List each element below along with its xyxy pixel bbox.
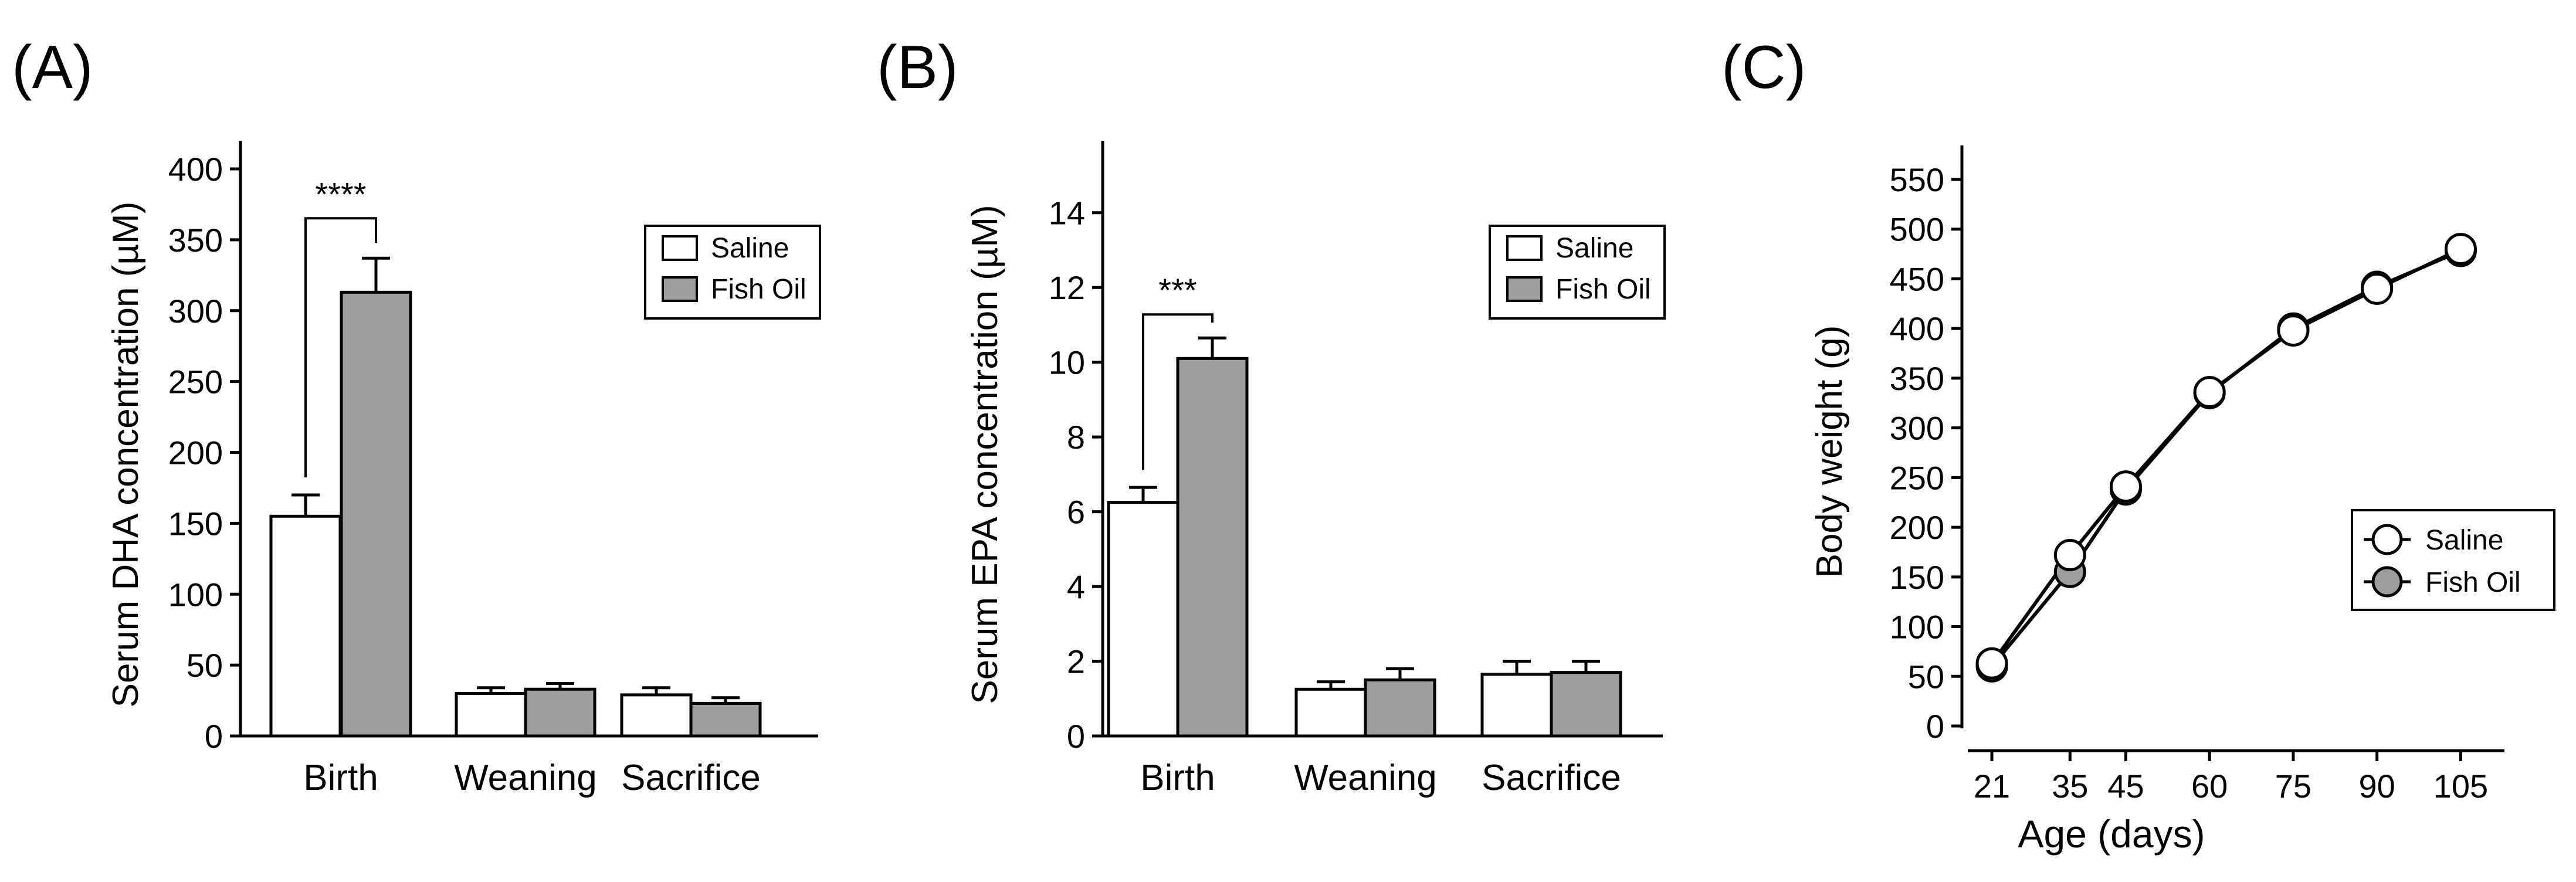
panel-a-significance-label: **** (315, 175, 366, 212)
panel-c-x-axis-label: Age (days) (2018, 812, 2205, 856)
panel-b-bar-fish-oil (1176, 357, 1249, 738)
panel-a-y-tick-label: 0 (205, 718, 223, 755)
panel-c-y-tick-label: 150 (1890, 559, 1944, 596)
panel-c-x-tick-label: 90 (2359, 768, 2395, 805)
panel-b-y-tick-label: 12 (1049, 269, 1085, 306)
panel-b-legend-label: Saline (1555, 233, 1633, 264)
panel-b-y-tick-label: 10 (1049, 344, 1085, 381)
panel-c-legend-marker-fish-oil (2371, 566, 2403, 598)
panel-c-y-tick-label: 400 (1890, 310, 1944, 347)
panel-b-legend-swatch-saline (1506, 235, 1543, 261)
panel-c-y-tick-label: 550 (1890, 161, 1944, 198)
panel-c-y-tick-label: 450 (1890, 260, 1944, 297)
panel-c-y-tick-label: 500 (1890, 211, 1944, 248)
panel-a-significance-bracket (304, 217, 377, 478)
panel-b-y-tick-label: 2 (1067, 643, 1085, 680)
panel-c-x-tick-label: 45 (2107, 768, 2144, 805)
panel-c-x-tick-label: 60 (2191, 768, 2228, 805)
panel-a-legend-label: Saline (711, 233, 789, 264)
panel-b-y-tick-label: 4 (1067, 568, 1085, 605)
panel-a-legend-swatch-saline (662, 235, 698, 261)
panel-a-bar-saline (455, 691, 527, 738)
panel-a: (A) Serum DHA concentration (µM) 0 50 100 1… (12, 33, 821, 798)
panel-c-y-axis-label: Body weight (g) (1809, 325, 1850, 578)
panel-a-y-axis-label: Serum DHA concentration (µM) (106, 202, 146, 708)
panel-a-y-tick-label: 250 (168, 364, 223, 401)
panel-c-point-saline (2277, 314, 2310, 347)
panel-c-point-saline (2193, 376, 2226, 409)
panel-b-bar-saline (1294, 687, 1367, 738)
panel-c-point-saline (2109, 470, 2142, 503)
panel-c-point-saline (2053, 539, 2086, 572)
panel-a-bar-fish-oil (689, 701, 762, 738)
panel-b-bar-saline (1480, 673, 1553, 738)
panel-a-y-tick-label: 300 (168, 293, 223, 330)
panel-a-category-label: Sacrifice (621, 758, 761, 798)
panel-a-bar-saline (269, 514, 342, 738)
panel-a-label: (A) (12, 33, 93, 101)
panel-b-bar-saline (1107, 501, 1179, 738)
panel-a-legend-label: Fish Oil (711, 274, 806, 305)
panel-b-label: (B) (877, 33, 958, 101)
panel-b-significance-label: *** (1158, 272, 1197, 308)
panel-c-y-tick-label: 300 (1890, 410, 1944, 447)
panel-a-y-tick-label: 100 (168, 576, 223, 613)
panel-c-x-tick-label: 75 (2275, 768, 2311, 805)
panel-c-y-tick-label: 350 (1890, 360, 1944, 397)
panel-a-y-tick-label: 50 (187, 647, 223, 684)
panel-c-y-tick-label: 100 (1890, 609, 1944, 646)
panel-b-significance-bracket (1142, 313, 1214, 470)
panel-c-y-tick-label: 50 (1908, 658, 1944, 695)
panel-c-point-saline (1975, 647, 2008, 680)
panel-b-bar-fish-oil (1364, 678, 1436, 738)
panel-c-legend-label: Fish Oil (2425, 567, 2521, 598)
panel-b-category-label: Birth (1140, 758, 1215, 798)
panel-c-legend-marker-saline (2371, 524, 2403, 555)
panel-c-legend-label: Saline (2425, 525, 2503, 556)
panel-b-y-axis-label: Serum EPA concentration (µM) (965, 205, 1005, 704)
panel-b-category-label: Weaning (1294, 758, 1437, 798)
panel-c: (C) Body weight (g) Age (days) 0 50 100 150… (1721, 33, 2555, 856)
panel-a-y-tick-label: 350 (168, 222, 223, 259)
panel-b-bar-fish-oil (1550, 671, 1622, 738)
panel-a-y-tick-label: 200 (168, 435, 223, 471)
panel-a-y-tick-label: 150 (168, 505, 223, 542)
panel-b-legend-label: Fish Oil (1555, 274, 1651, 305)
panel-a-category-label: Birth (303, 758, 378, 798)
panel-b-y-tick-label: 0 (1067, 718, 1085, 755)
panel-c-x-tick-label: 35 (2052, 768, 2088, 805)
panel-c-y-tick-label: 250 (1890, 459, 1944, 496)
panel-b-category-label: Sacrifice (1482, 758, 1621, 798)
panel-c-y-tick-label: 0 (1926, 708, 1944, 745)
panel-b: (B) Serum EPA concentration (µM) 0 2 4 6 8 10… (877, 33, 1666, 798)
panel-a-bar-saline (620, 693, 693, 738)
panel-c-point-saline (2361, 272, 2394, 305)
panel-a-bar-fish-oil (340, 290, 412, 738)
panel-b-y-tick-label: 6 (1067, 494, 1085, 531)
panel-a-category-label: Weaning (454, 758, 597, 798)
panel-b-y-tick-label: 8 (1067, 419, 1085, 456)
panel-c-point-saline (2444, 233, 2477, 266)
panel-c-y-tick-label: 200 (1890, 509, 1944, 546)
panel-a-legend-swatch-fish-oil (662, 276, 698, 302)
panel-b-legend-swatch-fish-oil (1506, 276, 1543, 302)
panel-c-x-tick-label: 105 (2433, 768, 2488, 805)
panel-c-label: (C) (1721, 33, 1806, 101)
panel-c-x-tick-label: 21 (1974, 768, 2010, 805)
panel-a-bar-fish-oil (524, 687, 596, 738)
panel-b-y-tick-label: 14 (1049, 195, 1085, 232)
panel-a-y-tick-label: 400 (168, 151, 223, 188)
